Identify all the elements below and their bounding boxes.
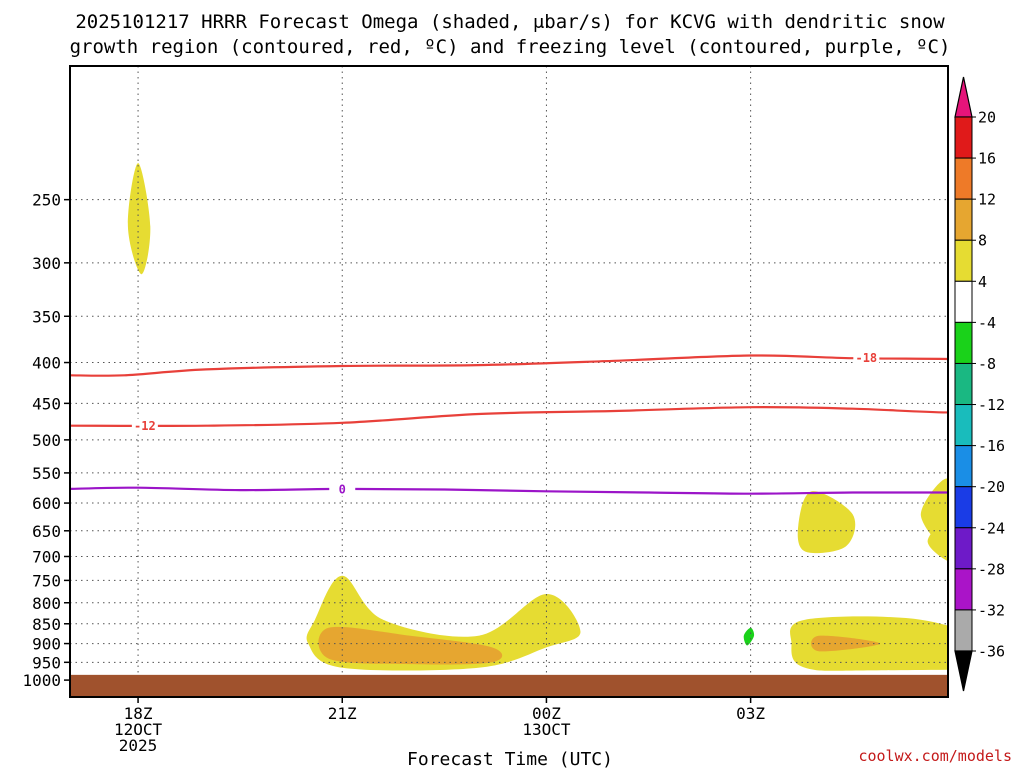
colorbar-label-1: 16: [978, 150, 996, 168]
ground-fill: [70, 674, 948, 697]
omega-region-yellow-250: [127, 163, 151, 275]
omega-region-yellow-920: [907, 631, 948, 665]
y-tick-label-300: 300: [32, 254, 61, 273]
omega-region-orange-900: [318, 626, 503, 665]
colorbar-swatch-12: [954, 609, 973, 652]
y-tick-label-450: 450: [32, 394, 61, 413]
contour-label-bg: [853, 350, 880, 365]
omega-region-green-880: [743, 627, 755, 646]
contour-label--12: -12: [134, 419, 156, 433]
contour-label-bg: [329, 481, 356, 496]
colorbar-label-7: -12: [978, 396, 1005, 414]
colorbar-swatch-10: [954, 527, 973, 570]
contour-line--18: [70, 354, 948, 377]
y-tick-label-750: 750: [32, 571, 61, 590]
colorbar-label-13: -36: [978, 643, 1005, 661]
colorbar-swatch-4: [954, 280, 973, 323]
x-tick-label-6-1: 13OCT: [522, 720, 571, 739]
y-tick-label-950: 950: [32, 653, 61, 672]
contour-line-0: [70, 486, 948, 495]
y-tick-label-1000: 1000: [22, 671, 61, 690]
colorbar-swatch-1: [954, 157, 973, 200]
y-tick-label-550: 550: [32, 464, 61, 483]
y-tick-label-700: 700: [32, 547, 61, 566]
chart-title-line1: 2025101217 HRRR Forecast Omega (shaded, …: [75, 11, 945, 33]
colorbar-top-arrow: [954, 76, 973, 118]
colorbar-label-10: -24: [978, 519, 1005, 537]
y-tick-label-400: 400: [32, 354, 61, 373]
colorbar: 20 16 12 8 4 -4 -8 -12 -16 -20 -24 -28 -32 -36: [954, 76, 1005, 692]
colorbar-swatch-9: [954, 486, 973, 529]
y-tick-label-800: 800: [32, 594, 61, 613]
x-tick-label-0-0: 18Z: [124, 704, 153, 723]
colorbar-label-11: -28: [978, 560, 1005, 578]
plot-contents: -18-1200: [70, 66, 948, 697]
colorbar-label-8: -16: [978, 437, 1005, 455]
y-tick-label-250: 250: [32, 191, 61, 210]
colorbar-label-0: 20: [978, 109, 996, 127]
colorbar-swatch-5: [954, 321, 973, 364]
y-tick-label-650: 650: [32, 522, 61, 541]
colorbar-swatch-0: [954, 116, 973, 159]
plot-area: -18-1200: [69, 65, 949, 698]
y-tick-label-500: 500: [32, 431, 61, 450]
colorbar-label-5: -4: [978, 314, 996, 332]
contour-line--12: [70, 406, 948, 428]
colorbar-swatch-8: [954, 445, 973, 488]
axes: 2503003504004505005506006507007508008509…: [22, 191, 765, 755]
contour-label-0: 0: [339, 482, 346, 496]
plot-border: [69, 65, 949, 698]
colorbar-label-6: -8: [978, 355, 996, 373]
y-tick-label-850: 850: [32, 615, 61, 634]
y-tick-label-350: 350: [32, 307, 61, 326]
colorbar-label-2: 12: [978, 191, 996, 209]
colorbar-swatch-3: [954, 239, 973, 282]
chart-title-line2: growth region (contoured, red, ºC) and f…: [70, 36, 951, 58]
credit-text: coolwx.com/models: [858, 747, 1012, 765]
x-axis-label: Forecast Time (UTC): [407, 749, 613, 768]
colorbar-swatch-2: [954, 198, 973, 241]
omega-region-yellow-620: [797, 491, 856, 554]
x-tick-label-6-0: 00Z: [532, 704, 561, 723]
omega-region-yellow-610: [920, 478, 948, 548]
x-tick-label-0-2: 2025: [119, 736, 158, 755]
x-tick-label-3-0: 21Z: [328, 704, 357, 723]
colorbar-swatch-6: [954, 362, 973, 406]
colorbar-label-3: 8: [978, 232, 987, 250]
contour-label-bg: [131, 418, 158, 433]
contour-label--18: -18: [855, 351, 877, 365]
x-tick-label-0-1: 12OCT: [114, 720, 163, 739]
omega-region-orange-905: [811, 635, 880, 652]
colorbar-swatch-11: [954, 568, 973, 611]
colorbar-swatch-7: [954, 404, 973, 447]
colorbar-label-9: -20: [978, 478, 1005, 496]
y-tick-label-600: 600: [32, 494, 61, 513]
colorbar-label-12: -32: [978, 601, 1005, 619]
colorbar-label-4: 4: [978, 273, 987, 291]
y-tick-label-900: 900: [32, 635, 61, 654]
colorbar-bottom-arrow: [954, 650, 973, 692]
x-tick-label-9-0: 03Z: [736, 704, 765, 723]
